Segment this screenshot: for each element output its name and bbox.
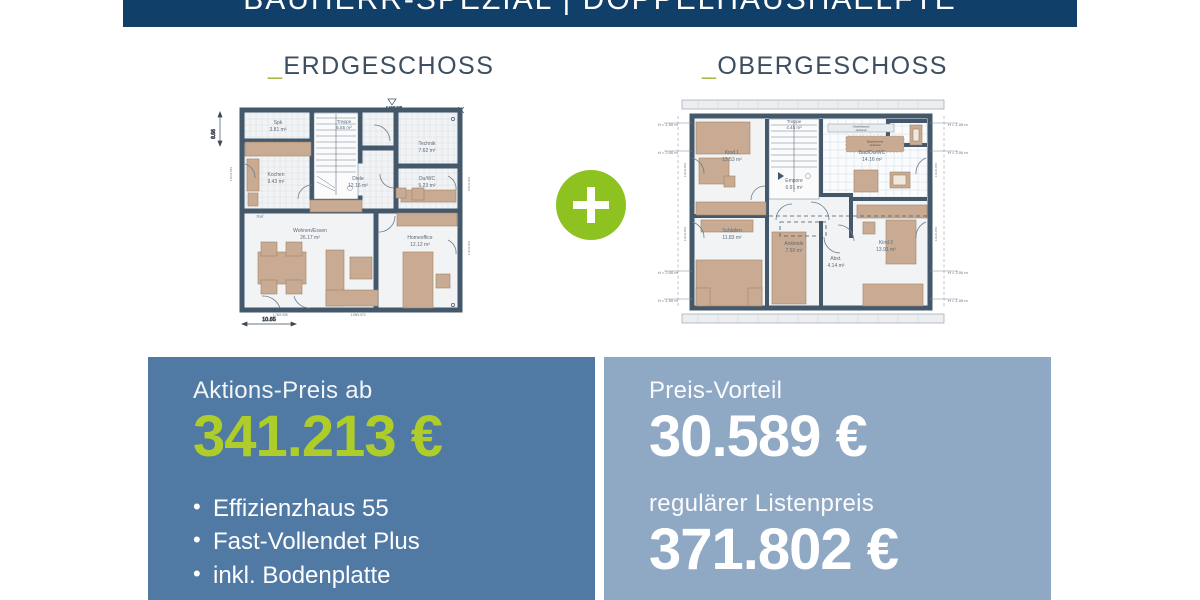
list-price-value: 371.802 € (649, 516, 899, 582)
svg-text:H = 1.00 m: H = 1.00 m (658, 298, 678, 303)
saving-label: Preis-Vorteil (649, 377, 783, 404)
svg-text:4.14 m²: 4.14 m² (828, 263, 845, 269)
svg-text:Homeoffice: Homeoffice (407, 235, 432, 241)
svg-text:Treppe: Treppe (337, 119, 352, 124)
top-banner: BAUHERR-SPEZIAL | DOPPELHAUSHAELFTE (123, 0, 1077, 27)
svg-text:1.01/1.072: 1.01/1.072 (683, 163, 687, 178)
svg-text:13.91 m²: 13.91 m² (876, 247, 896, 253)
list-item: Fast-Vollendet Plus (193, 528, 595, 555)
svg-text:1.09/1.072: 1.09/1.072 (350, 313, 365, 317)
svg-text:Wohnen/Essen: Wohnen/Essen (293, 228, 327, 234)
floorplan-obergeschoss: Abstellwand optional Badewanne optional (658, 92, 970, 337)
svg-text:1.51/1.072: 1.51/1.072 (467, 241, 471, 256)
svg-text:8.66: 8.66 (211, 129, 217, 139)
svg-text:3.81 m²: 3.81 m² (270, 127, 287, 133)
svg-text:H = 2.00 m: H = 2.00 m (658, 270, 678, 275)
svg-text:4.45 m²: 4.45 m² (786, 125, 802, 130)
feature-list: Effizienzhaus 55 Fast-Vollendet Plus ink… (193, 495, 595, 589)
svg-text:Schlafen: Schlafen (722, 228, 742, 234)
svg-text:14.16 m²: 14.16 m² (862, 157, 882, 163)
floor-title-erdgeschoss: _ERDGESCHOSS (268, 52, 494, 81)
svg-text:Kochen: Kochen (268, 172, 285, 178)
svg-text:optional: optional (856, 128, 867, 132)
floor-title-left-text: ERDGESCHOSS (283, 52, 495, 80)
svg-text:Technik: Technik (419, 141, 436, 147)
title-underscore-left: _ (268, 52, 284, 80)
svg-text:1.01/1.072: 1.01/1.072 (934, 227, 938, 242)
svg-text:12.12 m²: 12.12 m² (410, 242, 430, 248)
svg-text:Empore: Empore (785, 178, 803, 184)
list-item: Effizienzhaus 55 (193, 495, 595, 522)
svg-text:Treppe: Treppe (787, 119, 802, 124)
svg-text:5.23 m²: 5.23 m² (419, 183, 436, 189)
svg-text:H = 1.00 m: H = 1.00 m (948, 122, 968, 127)
svg-text:1.01/1.072: 1.01/1.072 (229, 167, 233, 182)
svg-text:Badewanne: Badewanne (867, 139, 884, 143)
svg-text:Ref: Ref (256, 214, 264, 219)
banner-title: BAUHERR-SPEZIAL | DOPPELHAUSHAELFTE (243, 0, 957, 17)
list-price-label: regulärer Listenpreis (649, 489, 875, 517)
svg-text:1.01/1.072: 1.01/1.072 (934, 163, 938, 178)
floorplan-og-drawing: Abstellwand optional Badewanne optional (658, 99, 968, 324)
floor-title-obergeschoss: _OBERGESCHOSS (702, 52, 948, 81)
svg-text:6.91 m²: 6.91 m² (786, 185, 803, 191)
svg-text:1.01/1.072: 1.01/1.072 (683, 227, 687, 242)
svg-text:H = 2.00 m: H = 2.00 m (948, 270, 968, 275)
svg-text:Ankleide: Ankleide (784, 241, 803, 247)
svg-text:7.50 m²: 7.50 m² (786, 248, 803, 254)
svg-text:H = 1.00 m: H = 1.00 m (658, 122, 678, 127)
svg-text:H = 2.00 m: H = 2.00 m (658, 150, 678, 155)
svg-text:Spk: Spk (274, 120, 283, 126)
list-item: inkl. Bodenplatte (193, 562, 595, 589)
svg-text:optional: optional (870, 143, 881, 147)
saving-value: 30.589 € (649, 404, 868, 469)
svg-text:1.13/2.215: 1.13/2.215 (386, 106, 402, 110)
svg-text:26.17 m²: 26.17 m² (300, 235, 320, 241)
price-label: Aktions-Preis ab (193, 377, 373, 404)
saving-price-box: Preis-Vorteil 30.589 € regulärer Listenp… (604, 357, 1051, 600)
floor-title-right-text: OBERGESCHOSS (717, 52, 948, 80)
svg-text:H = 2.00 m: H = 2.00 m (948, 150, 968, 155)
svg-text:11.83 m²: 11.83 m² (722, 235, 742, 241)
svg-text:Du/WC: Du/WC (419, 176, 436, 182)
title-underscore-right: _ (702, 52, 718, 80)
svg-text:Kind 2: Kind 2 (879, 240, 893, 246)
svg-text:13.53 m²: 13.53 m² (722, 157, 742, 163)
svg-text:Diele: Diele (352, 176, 364, 182)
svg-text:9.43 m²: 9.43 m² (268, 179, 285, 185)
svg-text:Bad/Du/WC: Bad/Du/WC (859, 150, 886, 156)
svg-text:0.51/1.072: 0.51/1.072 (467, 177, 471, 192)
svg-text:7.62 m²: 7.62 m² (419, 148, 436, 154)
svg-text:H = 1.00 m: H = 1.00 m (948, 298, 968, 303)
offer-price-box: Aktions-Preis ab 341.213 € Effizienzhaus… (148, 357, 595, 600)
svg-text:12.16 m²: 12.16 m² (348, 183, 368, 189)
svg-text:1.76/2.005: 1.76/2.005 (272, 313, 287, 317)
floorplan-erdgeschoss: Spk 3.81 m² Kochen 9.43 m² Treppe 5.55 m² T… (198, 92, 510, 337)
price-value: 341.213 € (193, 404, 443, 469)
svg-text:Abstellwand: Abstellwand (853, 124, 870, 128)
svg-text:10.65: 10.65 (262, 317, 276, 323)
svg-text:5.55 m²: 5.55 m² (336, 125, 352, 130)
plus-icon (556, 170, 626, 240)
svg-text:Kind 1: Kind 1 (725, 150, 739, 156)
svg-text:Abst.: Abst. (830, 256, 841, 262)
